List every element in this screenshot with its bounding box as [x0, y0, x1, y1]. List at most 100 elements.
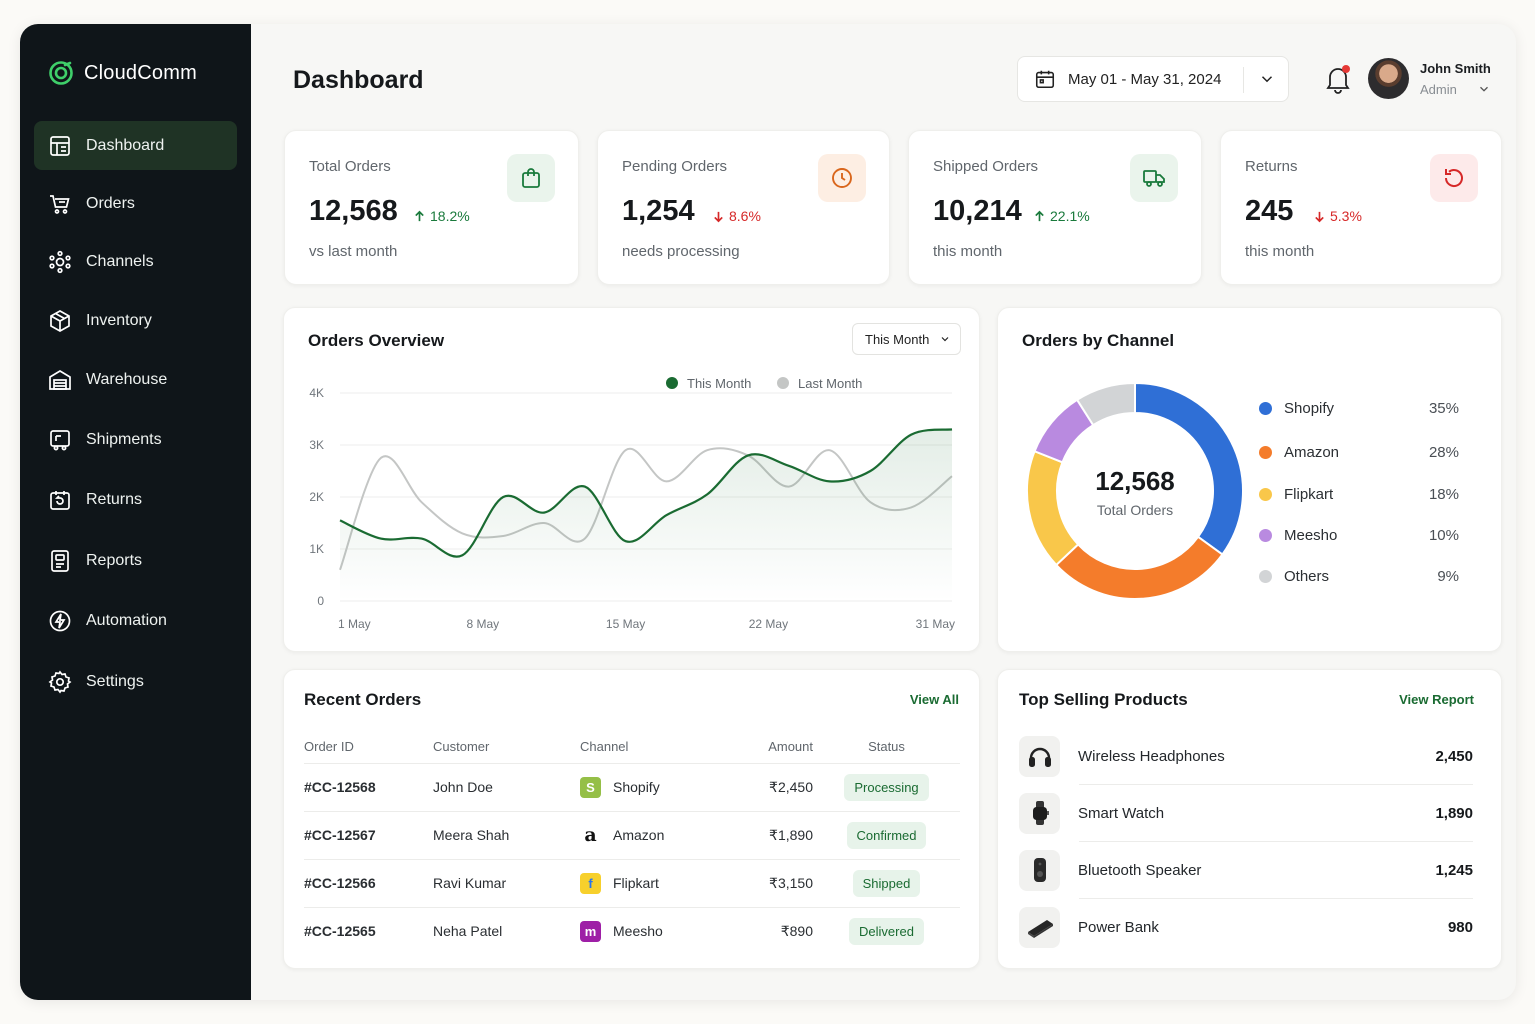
product-row[interactable]: Bluetooth Speaker 1,245 — [1019, 841, 1473, 899]
stat-card-shipped-orders[interactable]: Shipped Orders 10,214 22.1% this month — [908, 130, 1202, 285]
stat-card-returns[interactable]: Returns 245 5.3% this month — [1220, 130, 1502, 285]
sidebar-item-label: Automation — [86, 611, 167, 629]
sidebar-item-label: Orders — [86, 194, 135, 212]
automation-icon — [49, 610, 71, 631]
arrow-up-icon — [415, 210, 424, 221]
stat-note: this month — [1245, 243, 1315, 260]
sidebar-item-shipments[interactable]: Shipments — [34, 415, 237, 464]
status-badge: Confirmed — [846, 821, 927, 849]
legend-swatch — [1259, 569, 1272, 583]
channel-legend-item: Others 9% — [1259, 565, 1459, 587]
x-tick-label: 8 May — [466, 617, 499, 631]
stat-change: 5.3% — [1313, 208, 1362, 224]
column-header[interactable]: Order ID — [304, 730, 433, 764]
order-id[interactable]: #CC-12566 — [304, 859, 433, 908]
sidebar-item-channels[interactable]: Channels — [34, 237, 237, 286]
stat-label: Returns — [1245, 158, 1298, 175]
column-header[interactable]: Amount — [730, 730, 813, 764]
box-icon — [50, 309, 70, 332]
sidebar-item-settings[interactable]: Settings — [34, 657, 237, 706]
orders-line-chart: 0 1K 2K 3K 4K 1 May 8 May 15 May 22 May 31 May Thi… — [309, 376, 955, 631]
view-all-link[interactable]: View All — [909, 692, 959, 707]
sidebar-item-orders[interactable]: Orders — [34, 179, 237, 228]
brand[interactable]: CloudComm — [48, 60, 197, 86]
sidebar-item-label: Settings — [86, 672, 144, 690]
table-row[interactable]: #CC-12565 Neha Patel m Meesho ₹890 Deliv… — [304, 907, 960, 955]
orders-overview-title: Orders Overview — [308, 331, 445, 350]
return-icon — [1444, 169, 1463, 187]
stat-icon-badge — [507, 154, 555, 202]
chevron-down-icon — [941, 337, 949, 342]
view-report-link[interactable]: View Report — [1399, 692, 1474, 707]
status-cell: Delivered — [813, 907, 960, 955]
stat-card-pending-orders[interactable]: Pending Orders 1,254 8.6% needs processi… — [597, 130, 890, 285]
status-cell: Confirmed — [813, 811, 960, 860]
table-row[interactable]: #CC-12566 Ravi Kumar f Flipkart ₹3,150 S… — [304, 859, 960, 908]
row-divider — [1079, 898, 1473, 899]
user-name: John Smith — [1420, 61, 1491, 76]
channel-donut-chart — [1026, 381, 1244, 600]
order-amount: ₹890 — [780, 922, 813, 939]
order-id[interactable]: #CC-12568 — [304, 763, 433, 812]
order-id[interactable]: #CC-12565 — [304, 923, 376, 940]
sidebar: CloudComm Dashboard Orders Channels Inve… — [20, 24, 251, 1000]
channel-legend-item: Meesho 10% — [1259, 524, 1459, 546]
truck-icon — [1143, 170, 1165, 187]
avatar[interactable] — [1368, 58, 1409, 99]
column-header[interactable]: Status — [813, 730, 960, 764]
row-divider — [1079, 841, 1473, 842]
orders-by-channel-card: Orders by Channel 12,568 Total Orders Sh… — [997, 307, 1502, 652]
order-amount: ₹3,150 — [730, 859, 813, 908]
stat-card-total-orders[interactable]: Total Orders 12,568 18.2% vs last month — [284, 130, 579, 285]
cart-icon — [50, 194, 70, 214]
page-title: Dashboard — [293, 66, 424, 94]
legend-label: Last Month — [798, 376, 862, 391]
legend-swatch — [1259, 445, 1272, 459]
user-role: Admin — [1420, 82, 1457, 97]
bag-icon — [522, 168, 540, 188]
notifications-button[interactable] — [1324, 64, 1352, 94]
stat-icon-badge — [818, 154, 866, 202]
donut-slice-amazon[interactable] — [1054, 535, 1224, 600]
table-row[interactable]: #CC-12568 John Doe S Shopify ₹2,450 Proc… — [304, 763, 960, 812]
user-menu-chevron-icon[interactable] — [1477, 82, 1491, 96]
sidebar-item-label: Dashboard — [86, 136, 165, 154]
sidebar-item-label: Inventory — [86, 311, 152, 329]
channel-cell: a Amazon — [580, 811, 730, 860]
y-tick-label: 0 — [317, 594, 324, 608]
product-name: Wireless Headphones — [1078, 747, 1225, 765]
clock-icon — [832, 168, 852, 188]
period-select[interactable]: This Month — [852, 323, 961, 355]
sidebar-item-warehouse[interactable]: Warehouse — [34, 355, 237, 404]
legend-swatch — [777, 377, 789, 389]
stat-note: this month — [933, 243, 1003, 260]
arrow-down-icon — [1315, 211, 1324, 222]
donut-slice-others[interactable] — [1075, 381, 1136, 427]
table-row[interactable]: #CC-12567 Meera Shah a Amazon ₹1,890 Con… — [304, 811, 960, 860]
shipment-icon — [50, 429, 70, 450]
divider — [1243, 67, 1244, 93]
product-row[interactable]: Power Bank 980 — [1019, 898, 1473, 956]
product-row[interactable]: Smart Watch 1,890 — [1019, 784, 1473, 842]
y-tick-label: 4K — [309, 386, 324, 400]
x-tick-label: 22 May — [749, 617, 788, 631]
this-month-line — [339, 428, 953, 558]
channel-cell: S Shopify — [580, 763, 730, 812]
sidebar-item-automation[interactable]: Automation — [34, 596, 237, 645]
sidebar-item-inventory[interactable]: Inventory — [34, 296, 237, 345]
column-header[interactable]: Customer — [433, 730, 580, 764]
this-month-area — [340, 429, 952, 601]
donut-total-value: 12,568 — [1095, 466, 1175, 496]
stat-label: Pending Orders — [622, 158, 728, 175]
sidebar-item-reports[interactable]: Reports — [34, 536, 237, 585]
recent-orders-table: Order ID Customer Channel Amount Status … — [304, 730, 960, 955]
order-id[interactable]: #CC-12567 — [304, 811, 433, 860]
calendar-icon — [1035, 70, 1055, 89]
product-sales: 980 — [1447, 918, 1473, 936]
stat-label: Total Orders — [309, 158, 391, 175]
date-range-picker[interactable]: May 01 - May 31, 2024 — [1017, 56, 1289, 102]
sidebar-item-returns[interactable]: Returns — [34, 475, 237, 524]
sidebar-item-dashboard[interactable]: Dashboard — [34, 121, 237, 170]
column-header[interactable]: Channel — [580, 730, 730, 764]
product-row[interactable]: Wireless Headphones 2,450 — [1019, 727, 1473, 785]
